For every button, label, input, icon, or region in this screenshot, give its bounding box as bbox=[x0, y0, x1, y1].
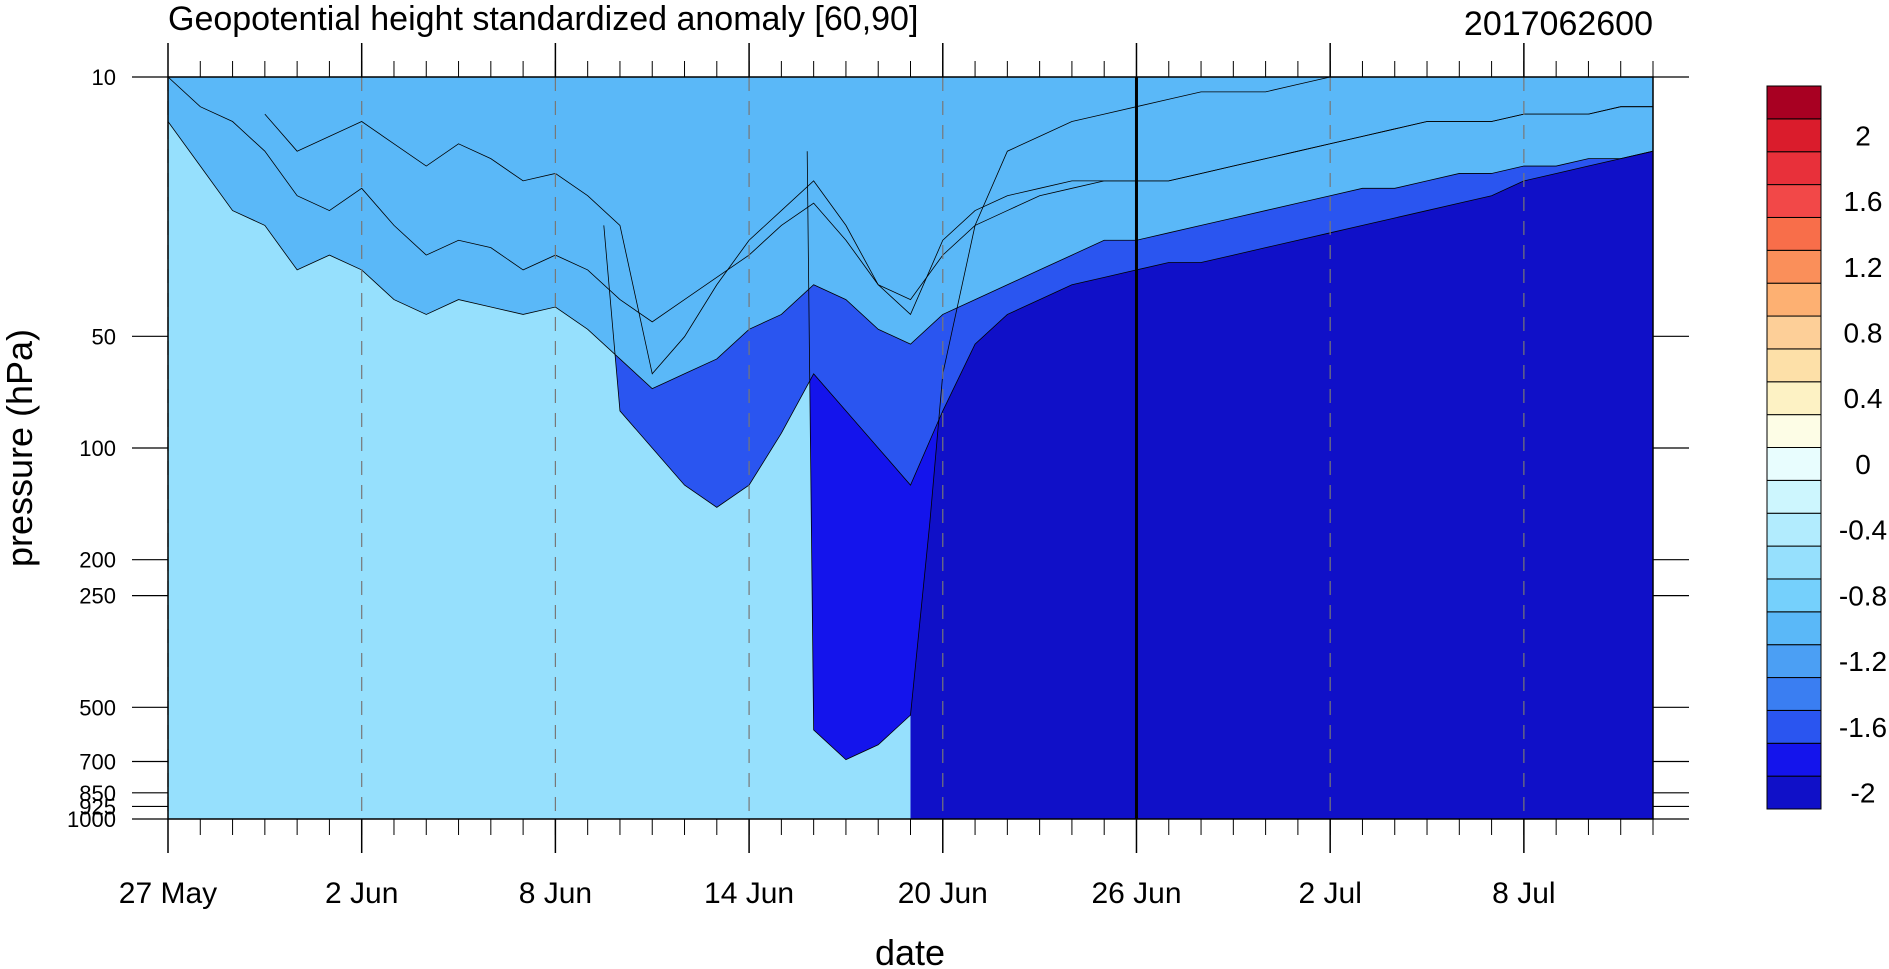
colorbar-label-8: 1.2 bbox=[1844, 252, 1883, 283]
colorbar-swatch-13 bbox=[1766, 348, 1822, 383]
colorbar-swatch-20 bbox=[1766, 118, 1822, 153]
x-tick-label-6: 2 Jul bbox=[1298, 877, 1361, 910]
chart-subtitle: 2017062600 bbox=[1464, 5, 1653, 43]
x-tick-label-2: 8 Jun bbox=[519, 877, 592, 910]
colorbar-label-3: -0.8 bbox=[1839, 580, 1887, 611]
colorbar-label-1: -1.6 bbox=[1839, 712, 1887, 743]
colorbar-swatch-10 bbox=[1766, 447, 1822, 481]
contour-lines bbox=[168, 77, 1653, 819]
colorbar-swatch-19 bbox=[1766, 151, 1822, 186]
colorbar-label-6: 0.4 bbox=[1844, 383, 1883, 414]
y-tick-label-2: 100 bbox=[79, 436, 116, 461]
chart-title: Geopotential height standardized anomaly… bbox=[168, 0, 918, 38]
y-tick-label-3: 200 bbox=[79, 548, 116, 573]
colorbar-swatch-5 bbox=[1766, 611, 1822, 646]
contour-line-2 bbox=[603, 150, 1653, 508]
colorbar-label-4: -0.4 bbox=[1839, 515, 1887, 546]
colorbar-swatch-2 bbox=[1766, 709, 1822, 744]
colorbar-swatch-7 bbox=[1766, 545, 1822, 580]
colorbar-swatch-21 bbox=[1766, 85, 1822, 120]
colorbar-swatch-3 bbox=[1766, 677, 1822, 711]
y-tick-label-7: 850 bbox=[79, 781, 116, 806]
colorbar-swatch-9 bbox=[1766, 479, 1822, 514]
colorbar-swatch-18 bbox=[1766, 184, 1822, 218]
contour-line-5 bbox=[168, 121, 1653, 390]
plot-area bbox=[168, 77, 1653, 819]
colorbar-swatch-16 bbox=[1766, 249, 1822, 284]
colorbar-swatch-14 bbox=[1766, 315, 1822, 350]
colorbar-swatch-17 bbox=[1766, 216, 1822, 251]
colorbar-swatch-15 bbox=[1766, 282, 1822, 317]
y-axis-label: pressure (hPa) bbox=[0, 329, 40, 567]
colorbar-label-5: 0 bbox=[1855, 449, 1871, 480]
colorbar-swatch-1 bbox=[1766, 742, 1822, 777]
colorbar-swatch-11 bbox=[1766, 414, 1822, 448]
y-tick-label-6: 700 bbox=[79, 750, 116, 775]
x-axis-label: date bbox=[875, 932, 945, 969]
x-tick-label-3: 14 Jun bbox=[704, 877, 794, 910]
colorbar-label-0: -2 bbox=[1851, 778, 1876, 809]
colorbar-label-2: -1.2 bbox=[1839, 646, 1887, 677]
colorbar-label-10: 2 bbox=[1855, 120, 1871, 151]
y-tick-label-4: 250 bbox=[79, 584, 116, 609]
contour-line-1 bbox=[806, 77, 1653, 761]
colorbar-swatch-4 bbox=[1766, 644, 1822, 679]
y-tick-label-5: 500 bbox=[79, 695, 116, 720]
x-tick-label-7: 8 Jul bbox=[1492, 877, 1555, 910]
colorbar: -2 -1.6 -1.2 -0.8 -0.4 0 0.4 0.8 1.2 1.6 2 bbox=[1766, 85, 1887, 810]
y-tick-label-9: 1000 bbox=[67, 807, 116, 832]
x-tick-label-4: 20 Jun bbox=[898, 877, 988, 910]
colorbar-swatch-0 bbox=[1766, 775, 1822, 810]
x-axis: 27 May 2 Jun 8 Jun 14 Jun 20 Jun 26 Jun 2 Jul 8… bbox=[119, 43, 1654, 910]
y-tick-label-0: 10 bbox=[92, 65, 116, 90]
colorbar-swatch-8 bbox=[1766, 512, 1822, 547]
x-tick-label-0: 27 May bbox=[119, 877, 217, 910]
colorbar-label-9: 1.6 bbox=[1844, 186, 1883, 217]
y-tick-label-1: 50 bbox=[92, 324, 116, 349]
colorbar-swatch-6 bbox=[1766, 578, 1822, 613]
colorbar-label-7: 0.8 bbox=[1844, 317, 1883, 348]
y-tick-label-8: 925 bbox=[79, 794, 116, 819]
colorbar-swatch-12 bbox=[1766, 381, 1822, 416]
x-tick-label-1: 2 Jun bbox=[325, 877, 398, 910]
x-tick-label-5: 26 Jun bbox=[1091, 877, 1181, 910]
